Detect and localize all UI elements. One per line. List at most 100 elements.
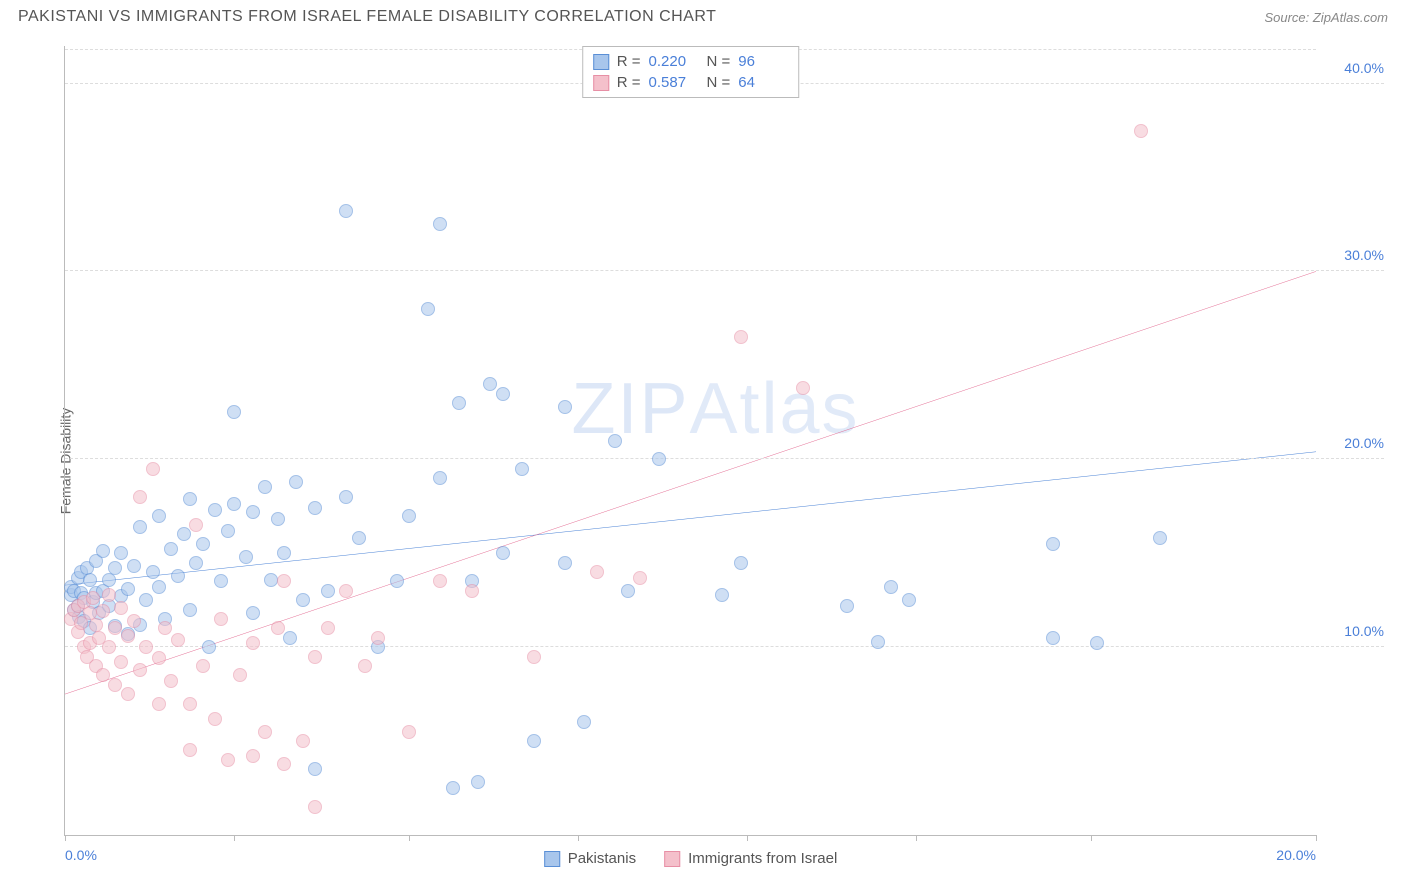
data-point	[277, 574, 291, 588]
data-point	[152, 509, 166, 523]
data-point	[421, 302, 435, 316]
data-point	[139, 640, 153, 654]
data-point	[371, 631, 385, 645]
data-point	[96, 668, 110, 682]
data-point	[227, 497, 241, 511]
data-point	[233, 668, 247, 682]
data-point	[402, 725, 416, 739]
data-point	[183, 697, 197, 711]
data-point	[146, 462, 160, 476]
data-point	[196, 537, 210, 551]
data-point	[271, 621, 285, 635]
legend-swatch	[593, 75, 609, 91]
data-point	[152, 651, 166, 665]
r-value: 0.587	[649, 74, 699, 91]
data-point	[189, 518, 203, 532]
data-point	[86, 591, 100, 605]
data-point	[496, 546, 510, 560]
data-point	[183, 743, 197, 757]
data-point	[483, 377, 497, 391]
data-point	[352, 531, 366, 545]
data-point	[246, 749, 260, 763]
x-tick	[578, 835, 579, 841]
data-point	[196, 659, 210, 673]
x-tick	[409, 835, 410, 841]
x-tick	[916, 835, 917, 841]
data-point	[108, 678, 122, 692]
data-point	[715, 588, 729, 602]
data-point	[121, 687, 135, 701]
legend-swatch	[664, 851, 680, 867]
x-tick	[1091, 835, 1092, 841]
data-point	[96, 544, 110, 558]
data-point	[164, 542, 178, 556]
data-point	[433, 574, 447, 588]
gridline	[65, 458, 1384, 459]
n-label: N =	[707, 53, 731, 70]
x-tick-label: 20.0%	[1276, 847, 1316, 863]
data-point	[246, 636, 260, 650]
x-tick	[747, 835, 748, 841]
data-point	[277, 546, 291, 560]
data-point	[796, 381, 810, 395]
data-point	[339, 204, 353, 218]
data-point	[840, 599, 854, 613]
data-point	[433, 217, 447, 231]
r-value: 0.220	[649, 53, 699, 70]
data-point	[621, 584, 635, 598]
data-point	[171, 569, 185, 583]
data-point	[527, 734, 541, 748]
data-point	[734, 330, 748, 344]
correlation-legend-row: R =0.220N =96	[593, 51, 789, 72]
data-point	[527, 650, 541, 664]
data-point	[96, 604, 110, 618]
gridline	[65, 270, 1384, 271]
data-point	[183, 492, 197, 506]
data-point	[171, 633, 185, 647]
data-point	[1046, 631, 1060, 645]
source-attribution: Source: ZipAtlas.com	[1264, 10, 1388, 25]
data-point	[214, 574, 228, 588]
data-point	[433, 471, 447, 485]
data-point	[1153, 531, 1167, 545]
data-point	[308, 800, 322, 814]
data-point	[446, 781, 460, 795]
plot-area: ZIPAtlas R =0.220N =96R =0.587N =64 Paki…	[64, 46, 1316, 836]
data-point	[133, 520, 147, 534]
trend-lines	[65, 46, 1316, 835]
series-legend-item: Pakistanis	[544, 850, 636, 867]
n-value: 96	[738, 53, 788, 70]
data-point	[208, 503, 222, 517]
data-point	[102, 640, 116, 654]
data-point	[121, 629, 135, 643]
data-point	[246, 606, 260, 620]
data-point	[133, 490, 147, 504]
data-point	[1134, 124, 1148, 138]
data-point	[884, 580, 898, 594]
data-point	[208, 712, 222, 726]
series-legend-label: Pakistanis	[568, 850, 636, 867]
data-point	[321, 621, 335, 635]
series-legend: PakistanisImmigrants from Israel	[544, 850, 838, 867]
data-point	[465, 584, 479, 598]
data-point	[308, 501, 322, 515]
data-point	[183, 603, 197, 617]
data-point	[221, 753, 235, 767]
data-point	[127, 614, 141, 628]
n-label: N =	[707, 74, 731, 91]
data-point	[227, 405, 241, 419]
trend-line	[65, 271, 1316, 694]
data-point	[308, 762, 322, 776]
x-tick	[234, 835, 235, 841]
data-point	[339, 584, 353, 598]
data-point	[321, 584, 335, 598]
data-point	[146, 565, 160, 579]
data-point	[277, 757, 291, 771]
data-point	[189, 556, 203, 570]
data-point	[558, 556, 572, 570]
data-point	[114, 546, 128, 560]
data-point	[358, 659, 372, 673]
data-point	[296, 734, 310, 748]
data-point	[608, 434, 622, 448]
data-point	[164, 674, 178, 688]
